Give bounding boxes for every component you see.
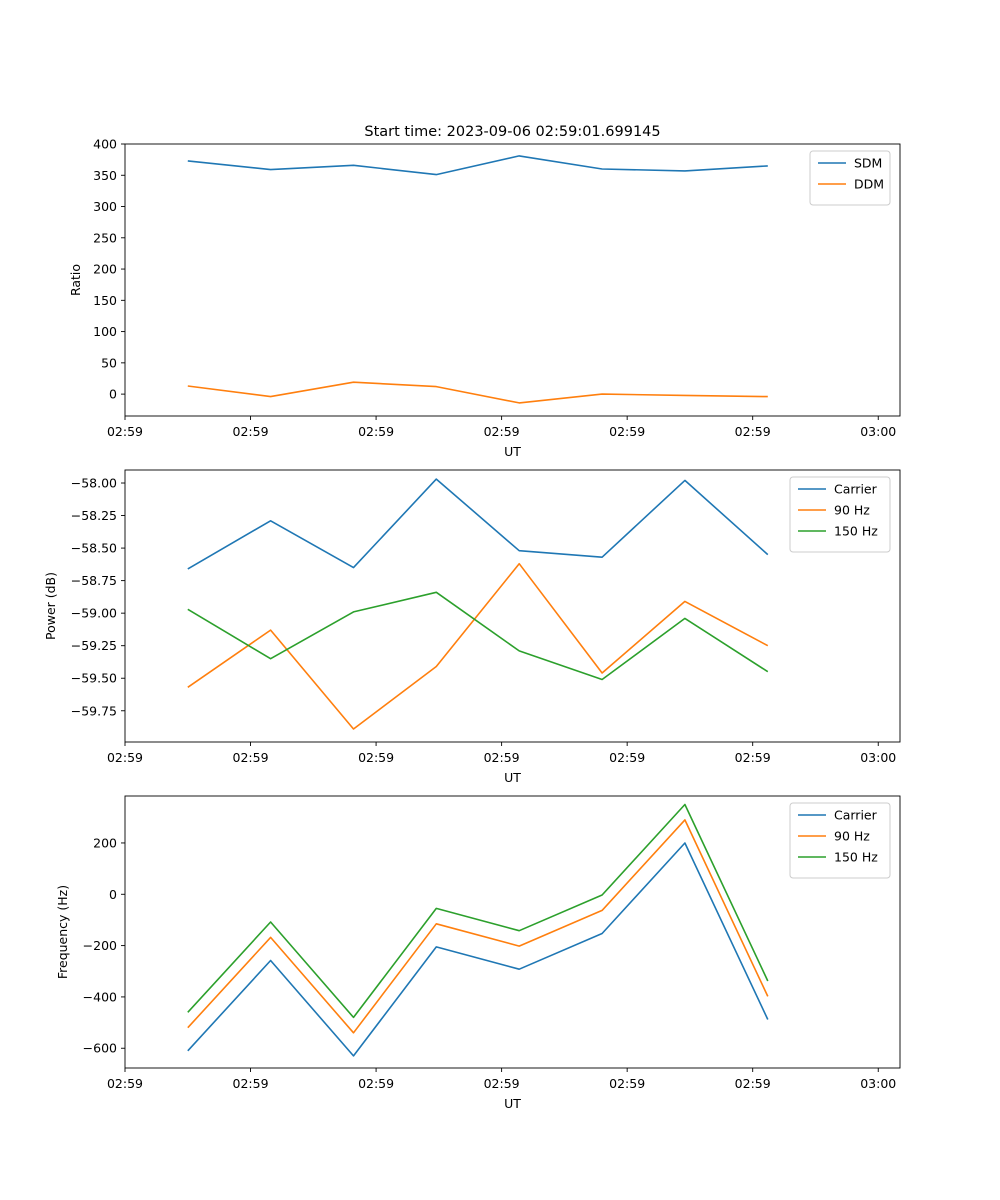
subplots: 02:59 02:59 02:59 02:59 02:59 02:59 03:00 0 50 10… bbox=[43, 137, 901, 1111]
y-tick-label: −58.25 bbox=[71, 508, 117, 523]
y-tick-label: 100 bbox=[93, 324, 117, 339]
x-tick-label: 02:59 bbox=[107, 750, 143, 765]
x-tick-label: 03:00 bbox=[860, 1076, 896, 1091]
y-tick-label: −59.50 bbox=[71, 671, 117, 686]
y-tick-label: −58.00 bbox=[71, 476, 117, 491]
axes-frame bbox=[124, 795, 901, 1069]
y-tick-label: 0 bbox=[109, 887, 117, 902]
y-tick-label: −59.75 bbox=[71, 703, 117, 718]
x-tick-label: 03:00 bbox=[860, 424, 896, 439]
legend-label: SDM bbox=[854, 156, 882, 171]
y-tick-label: 300 bbox=[93, 199, 117, 214]
x-axis-label: UT bbox=[504, 444, 521, 459]
x-tick-label: 02:59 bbox=[358, 750, 394, 765]
subplot-2: 02:59 02:59 02:59 02:59 02:59 02:59 03:00 −59.7… bbox=[43, 469, 901, 785]
legend-label: 90 Hz bbox=[834, 503, 870, 518]
y-axis-label: Frequency (Hz) bbox=[55, 885, 70, 979]
axes-frame bbox=[124, 469, 901, 743]
x-tick-label: 02:59 bbox=[609, 424, 645, 439]
subplot-1: 02:59 02:59 02:59 02:59 02:59 02:59 03:00 0 50 10… bbox=[68, 137, 901, 459]
x-tick-label: 02:59 bbox=[107, 424, 143, 439]
x-tick-label: 02:59 bbox=[233, 750, 269, 765]
x-tick-label: 02:59 bbox=[484, 750, 520, 765]
x-tick-label: 02:59 bbox=[233, 1076, 269, 1091]
y-tick-label: −59.25 bbox=[71, 638, 117, 653]
legend-box bbox=[789, 476, 891, 553]
y-tick-label: −58.50 bbox=[71, 541, 117, 556]
series-line-90-hz bbox=[187, 819, 769, 1034]
legend-label: Carrier bbox=[834, 482, 878, 497]
y-tick-label: 350 bbox=[93, 168, 117, 183]
y-axis-label: Ratio bbox=[68, 264, 83, 296]
y-tick-label: −58.75 bbox=[71, 573, 117, 588]
y-tick-label: −59.00 bbox=[71, 606, 117, 621]
legend-label: 150 Hz bbox=[834, 524, 878, 539]
x-axis-label: UT bbox=[504, 1096, 521, 1111]
x-tick-label: 02:59 bbox=[735, 424, 771, 439]
legend: Carrier 90 Hz 150 Hz bbox=[789, 802, 891, 879]
x-tick-label: 02:59 bbox=[107, 1076, 143, 1091]
x-tick-label: 02:59 bbox=[735, 1076, 771, 1091]
series-line-carrier bbox=[187, 842, 769, 1057]
x-tick-label: 02:59 bbox=[735, 750, 771, 765]
series-line-150-hz bbox=[187, 591, 769, 681]
legend: Carrier 90 Hz 150 Hz bbox=[789, 476, 891, 553]
x-tick-label: 02:59 bbox=[609, 750, 645, 765]
y-tick-label: 150 bbox=[93, 293, 117, 308]
axes-frame bbox=[124, 143, 901, 417]
legend-label: Carrier bbox=[834, 808, 878, 823]
y-tick-label: 0 bbox=[109, 387, 117, 402]
legend: SDM DDM bbox=[809, 150, 891, 206]
x-tick-label: 02:59 bbox=[358, 1076, 394, 1091]
y-tick-label: 200 bbox=[93, 262, 117, 277]
x-tick-label: 02:59 bbox=[609, 1076, 645, 1091]
y-tick-label: −400 bbox=[83, 989, 117, 1004]
y-tick-label: 50 bbox=[101, 355, 117, 370]
legend-label: 150 Hz bbox=[834, 850, 878, 865]
legend-box bbox=[789, 802, 891, 879]
figure-title: Start time: 2023-09-06 02:59:01.699145 bbox=[364, 124, 660, 140]
x-tick-label: 02:59 bbox=[233, 424, 269, 439]
x-tick-label: 02:59 bbox=[484, 424, 520, 439]
legend-box bbox=[809, 150, 891, 206]
series-line-sdm bbox=[187, 155, 768, 176]
legend-label: 90 Hz bbox=[834, 829, 870, 844]
y-axis-label: Power (dB) bbox=[43, 572, 58, 640]
x-tick-label: 02:59 bbox=[484, 1076, 520, 1091]
y-tick-label: −200 bbox=[83, 938, 117, 953]
x-tick-label: 03:00 bbox=[860, 750, 896, 765]
x-axis-label: UT bbox=[504, 770, 521, 785]
series-line-ddm bbox=[187, 381, 768, 404]
x-tick-label: 02:59 bbox=[358, 424, 394, 439]
y-tick-label: 400 bbox=[93, 137, 117, 152]
y-tick-label: −600 bbox=[83, 1041, 117, 1056]
series-line-90-hz bbox=[187, 562, 769, 730]
series-line-150-hz bbox=[187, 803, 769, 1019]
legend-label: DDM bbox=[854, 177, 884, 192]
y-tick-label: 200 bbox=[93, 835, 117, 850]
y-tick-label: 250 bbox=[93, 230, 117, 245]
series-line-carrier bbox=[187, 478, 769, 570]
subplot-3: 02:59 02:59 02:59 02:59 02:59 02:59 03:00 −600 −… bbox=[55, 795, 901, 1111]
